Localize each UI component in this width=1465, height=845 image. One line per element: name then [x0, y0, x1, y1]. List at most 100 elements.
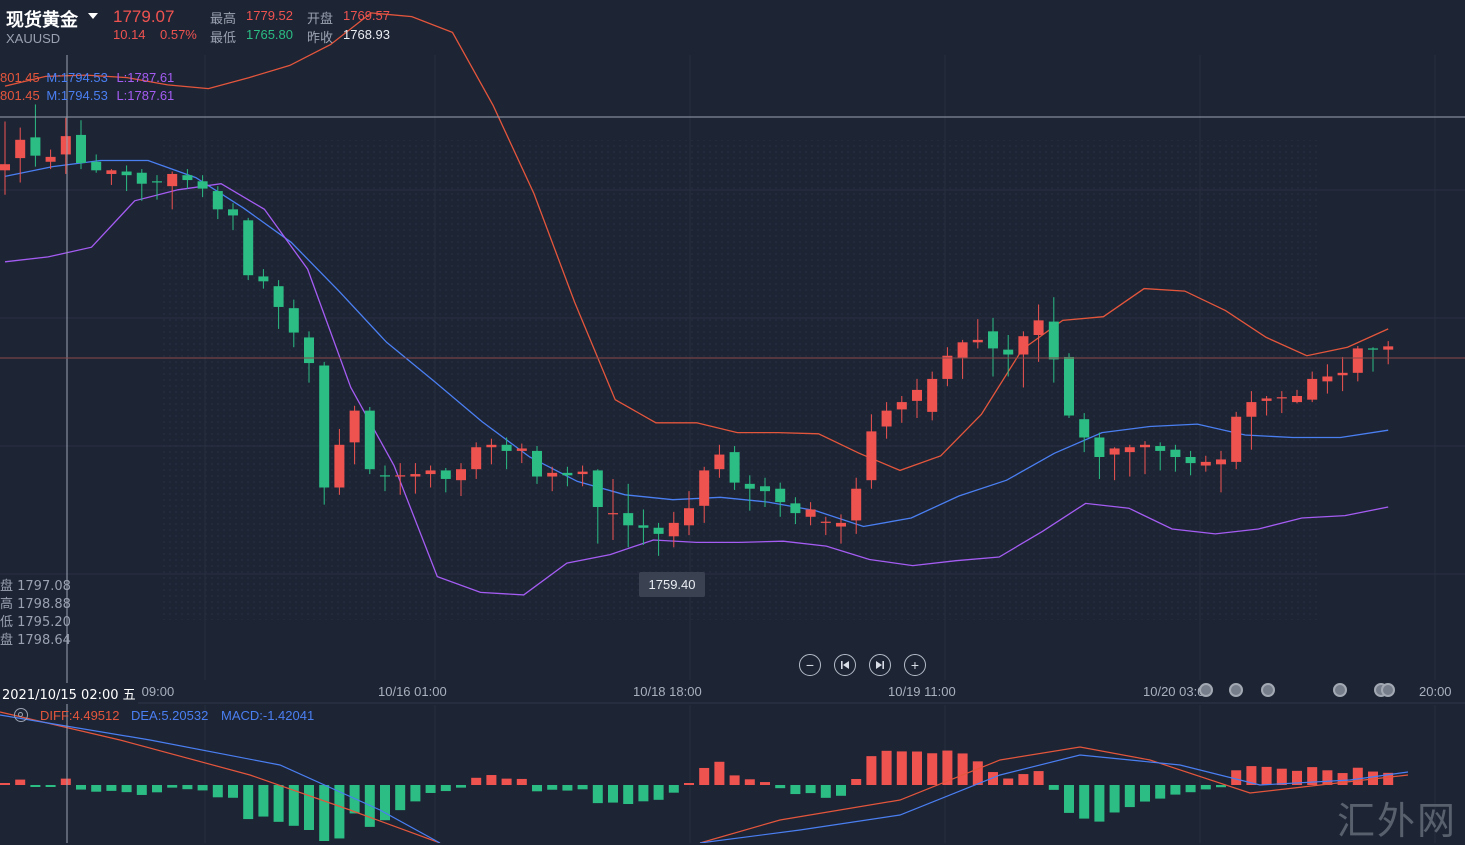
- macd-bar: [1003, 778, 1014, 785]
- boll-lower-text: L:1787.61: [116, 70, 175, 85]
- event-marker-icon[interactable]: [1229, 683, 1243, 697]
- macd-bar: [760, 782, 770, 785]
- candle-body: [197, 181, 208, 189]
- zoom-out-button[interactable]: −: [799, 654, 821, 676]
- macd-bar: [714, 761, 725, 785]
- candle-body: [258, 276, 269, 282]
- macd-histogram: [0, 750, 1394, 841]
- scroll-end-button[interactable]: [869, 654, 891, 676]
- macd-bar: [972, 761, 983, 785]
- candle-body: [1140, 444, 1150, 448]
- macd-bar: [197, 785, 208, 791]
- macd-bar: [258, 785, 269, 817]
- macd-bar: [790, 785, 801, 795]
- macd-bar: [410, 785, 421, 802]
- macd-dea-text: DEA:5.20532: [131, 708, 209, 723]
- candle-body: [1003, 349, 1014, 355]
- macd-bar: [836, 785, 846, 796]
- macd-bar: [1352, 767, 1363, 785]
- boll-upper-line: [4, 12, 1389, 472]
- macd-bar: [1018, 774, 1029, 785]
- candle-body: [562, 472, 573, 476]
- macd-bar: [516, 778, 527, 785]
- macd-bar: [182, 785, 193, 790]
- candle-body: [1064, 356, 1074, 416]
- macd-bar: [684, 783, 694, 785]
- candle-body: [896, 402, 907, 410]
- candle-body: [334, 444, 345, 488]
- macd-bar: [927, 753, 938, 785]
- macd-bar: [395, 785, 406, 811]
- macd-bar: [1079, 785, 1090, 819]
- macd-bar: [319, 785, 330, 841]
- macd-bar: [805, 785, 816, 794]
- macd-bar: [1033, 771, 1044, 785]
- macd-bar: [136, 785, 147, 795]
- macd-bar: [1109, 785, 1120, 813]
- boll-upper-text: 801.45: [0, 88, 40, 103]
- candle-body: [668, 522, 679, 537]
- macd-bar: [881, 750, 892, 785]
- minus-icon: −: [805, 657, 815, 673]
- candle-body: [45, 156, 56, 162]
- candle-body: [684, 508, 694, 526]
- time-axis-label: 10/16 01:00: [378, 684, 447, 699]
- macd-bar: [532, 785, 542, 792]
- candle-body: [243, 220, 254, 276]
- zoom-in-button[interactable]: +: [904, 654, 926, 676]
- macd-lines: [0, 711, 1409, 843]
- candle-body: [1048, 321, 1059, 360]
- macd-bar: [744, 779, 755, 785]
- instrument-name[interactable]: 现货黄金: [6, 10, 78, 31]
- candle-body: [714, 454, 725, 470]
- bollinger-bands: [4, 12, 1389, 596]
- macd-bar: [1231, 770, 1242, 785]
- candle-body: [319, 365, 330, 488]
- boll-mid-text: M:1794.53: [46, 70, 108, 85]
- candle-body: [228, 209, 238, 216]
- boll-legend-row-1: 801.45 M:1794.53 L:1787.61: [0, 70, 174, 85]
- candle-body: [456, 469, 466, 481]
- candle-body: [0, 164, 10, 171]
- candle-body: [1094, 437, 1105, 457]
- event-marker-icon[interactable]: [1199, 683, 1213, 697]
- macd-dea-line: [0, 714, 441, 843]
- candle-body: [288, 308, 299, 333]
- candle-body: [152, 181, 162, 183]
- macd-bar: [1185, 785, 1196, 793]
- low-label: 最低: [210, 31, 237, 46]
- event-marker-icon[interactable]: [1333, 683, 1347, 697]
- candle-body: [486, 444, 497, 448]
- macd-bar: [0, 783, 10, 785]
- macd-bar: [212, 785, 223, 798]
- macd-bar: [1322, 770, 1333, 785]
- low-value: 1765.80: [246, 27, 293, 42]
- crosshair-high: 高 1798.88: [0, 597, 71, 612]
- candle-body: [577, 471, 588, 475]
- candle-body: [1155, 446, 1166, 451]
- macd-bar: [699, 767, 710, 785]
- candle-body: [410, 474, 421, 477]
- macd-bar: [866, 756, 877, 785]
- crosshair-time-label: 2021/10/15 02:00 五: [0, 683, 138, 704]
- crosshair-close: 盘 1798.64: [0, 633, 71, 648]
- candle-body: [820, 521, 831, 523]
- candle-body: [547, 472, 558, 477]
- instrument-dropdown-icon[interactable]: [88, 13, 98, 19]
- macd-bar: [1094, 785, 1105, 822]
- candle-body: [866, 431, 877, 481]
- macd-bar: [76, 785, 86, 790]
- macd-bar: [577, 785, 588, 790]
- indicator-settings-icon[interactable]: [14, 708, 28, 722]
- macd-bar: [425, 785, 436, 793]
- candle-body: [988, 331, 998, 349]
- candle-body: [1322, 376, 1333, 382]
- candle-body: [1124, 447, 1135, 453]
- candle-body: [775, 488, 786, 503]
- event-marker-icon[interactable]: [1381, 683, 1395, 697]
- boll-upper-text: 801.45: [0, 70, 40, 85]
- boll-mid-line: [4, 159, 1389, 528]
- scroll-start-button[interactable]: [834, 654, 856, 676]
- event-marker-icon[interactable]: [1261, 683, 1275, 697]
